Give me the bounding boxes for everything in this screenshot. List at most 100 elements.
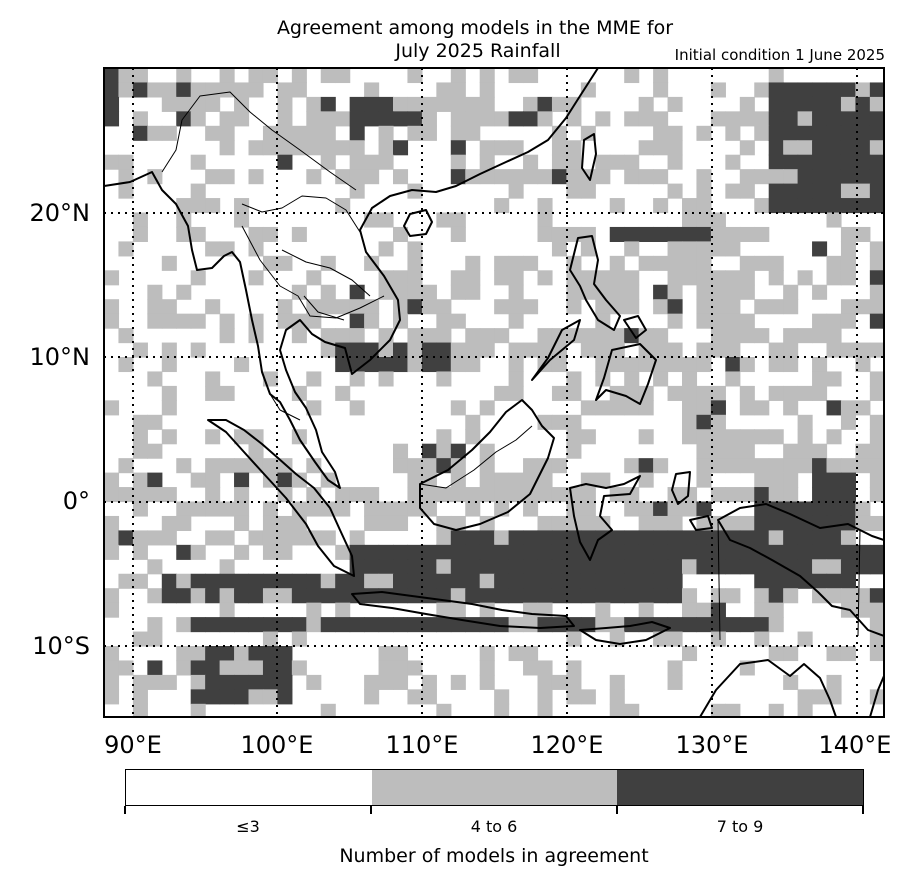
grid-cell: [104, 299, 120, 315]
grid-cell: [190, 198, 206, 214]
grid-cell: [840, 501, 856, 517]
grid-cell: [869, 429, 884, 445]
grid-cell: [595, 270, 611, 286]
colorbar-tick: [370, 806, 372, 814]
grid-cell: [609, 617, 625, 633]
grid-cell: [696, 544, 712, 560]
grid-cell: [378, 617, 394, 633]
grid-cell: [869, 487, 884, 503]
grid-cell: [291, 530, 307, 546]
grid-cell: [840, 299, 856, 315]
grid-cell: [132, 544, 148, 560]
grid-cell: [783, 573, 799, 589]
grid-cell: [450, 443, 466, 459]
grid-cell: [682, 357, 698, 373]
grid-cell: [537, 573, 553, 589]
colorbar-title: Number of models in agreement: [339, 845, 649, 867]
grid-cell: [739, 140, 755, 156]
grid-cell: [161, 400, 177, 416]
grid-cell: [754, 328, 770, 344]
grid-cell: [465, 270, 481, 286]
grid-cell: [580, 270, 596, 286]
grid-cell: [768, 270, 784, 286]
grid-cell: [219, 169, 235, 185]
grid-cell: [421, 357, 437, 373]
grid-cell: [436, 573, 452, 589]
grid-cell: [479, 111, 495, 127]
grid-cell: [580, 515, 596, 531]
grid-cell: [826, 255, 842, 271]
grid-cell: [869, 154, 884, 170]
grid-cell: [754, 617, 770, 633]
grid-cell: [551, 140, 567, 156]
grid-cell: [551, 588, 567, 604]
grid-cell: [421, 689, 437, 705]
grid-cell: [161, 515, 177, 531]
grid-cell: [364, 111, 380, 127]
grid-cell: [768, 169, 784, 185]
grid-cell: [393, 357, 409, 373]
grid-cell: [884, 588, 899, 603]
grid-cell: [450, 111, 466, 127]
grid-cell: [508, 385, 524, 401]
grid-cell: [725, 111, 741, 127]
grid-cell: [595, 544, 611, 560]
chart-title-line1: Agreement among models in the MME for: [276, 17, 674, 39]
grid-cell: [609, 689, 625, 705]
grid-cell: [812, 573, 828, 589]
grid-cell: [537, 328, 553, 344]
grid-cell: [537, 674, 553, 690]
grid-cell: [161, 299, 177, 315]
grid-cell: [494, 140, 510, 156]
grid-cell: [378, 515, 394, 531]
grid-cell: [884, 545, 899, 560]
grid-cell: [768, 255, 784, 271]
grid-cell: [436, 544, 452, 560]
grid-cell: [234, 588, 250, 604]
grid-cell: [537, 559, 553, 575]
grid-cell: [465, 328, 481, 344]
grid-cell: [710, 226, 726, 242]
grid-cell: [335, 617, 351, 633]
grid-cell: [161, 588, 177, 604]
grid-cell: [234, 689, 250, 705]
grid-cell: [132, 703, 148, 717]
grid-cell: [190, 313, 206, 329]
grid-cell: [783, 588, 799, 604]
grid-cell: [147, 617, 163, 633]
grid-cell: [710, 313, 726, 329]
grid-cell: [407, 342, 423, 358]
grid-cell: [161, 429, 177, 445]
grid-cell: [523, 96, 539, 112]
grid-cell: [537, 588, 553, 604]
grid-cell: [291, 472, 307, 488]
grid-cell: [378, 212, 394, 228]
grid-cell: [407, 458, 423, 474]
grid-cell: [840, 255, 856, 271]
grid-cell: [147, 588, 163, 604]
grid-cell: [826, 96, 842, 112]
grid-cell: [320, 530, 336, 546]
grid-cell: [205, 472, 221, 488]
grid-cell: [393, 299, 409, 315]
grid-cell: [335, 588, 351, 604]
grid-cell: [306, 487, 322, 503]
grid-cell: [609, 154, 625, 170]
grid-cell: [364, 501, 380, 517]
grid-cell: [812, 140, 828, 156]
grid-cell: [537, 169, 553, 185]
grid-cell: [797, 414, 813, 430]
grid-cell: [826, 154, 842, 170]
grid-cell: [783, 385, 799, 401]
grid-cell: [869, 255, 884, 271]
grid-cell: [161, 125, 177, 141]
grid-cell: [523, 111, 539, 127]
grid-cell: [595, 328, 611, 344]
colorbar-label-high: 7 to 9: [716, 817, 764, 836]
grid-cell: [176, 617, 192, 633]
grid-cell: [739, 96, 755, 112]
grid-cell: [682, 544, 698, 560]
grid-cell: [797, 458, 813, 474]
coastlines: [104, 68, 884, 717]
grid-cell: [855, 501, 871, 517]
